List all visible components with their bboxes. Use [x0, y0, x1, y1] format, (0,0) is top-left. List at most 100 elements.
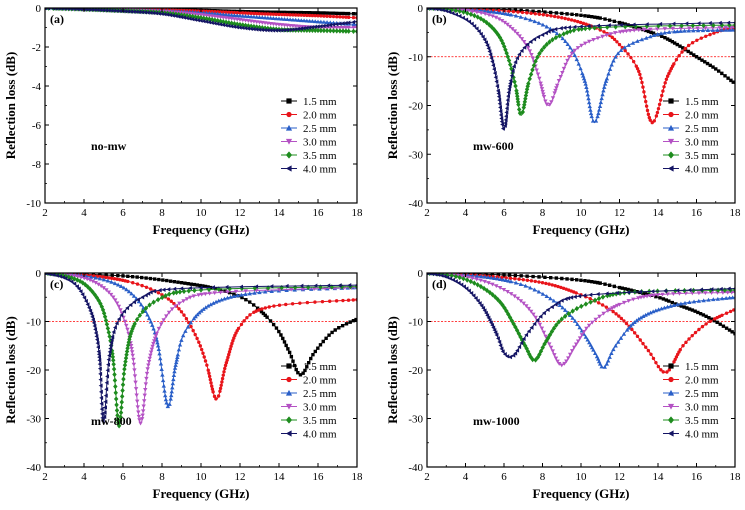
y-tick-label: -30: [408, 149, 423, 161]
series-markers-3.5mm: [427, 273, 735, 363]
y-tick-label: -20: [408, 101, 423, 113]
legend-entry: 2.0 mm: [685, 375, 719, 387]
legend-entry: 2.5 mm: [685, 388, 719, 400]
x-tick-label: 18: [352, 471, 364, 483]
legend-marker: [667, 430, 674, 437]
x-tick-label: 14: [274, 207, 286, 219]
legend-marker: [285, 403, 293, 410]
y-axis-label: Reflection loss (dB): [3, 52, 18, 160]
x-axis-label: Frequency (GHz): [533, 222, 630, 237]
panel-b: 2 4 6 8 10 12 14 16 18 0 -10 -20 -30 -40 Frequency (GH…: [385, 3, 741, 237]
y-tick-label: -8: [32, 159, 42, 171]
x-tick-label: 18: [352, 207, 364, 219]
x-tick-label: 18: [730, 471, 742, 483]
x-tick-label: 4: [463, 207, 469, 219]
series-markers-2.0mm: [427, 8, 735, 125]
series-line-4.0mm: [427, 273, 735, 358]
legend-marker: [285, 389, 293, 396]
series-markers-3.5mm: [427, 8, 735, 116]
x-axis-label: Frequency (GHz): [533, 486, 630, 501]
legend-marker: [285, 138, 293, 145]
x-tick-label: 8: [540, 207, 546, 219]
x-tick-label: 12: [235, 471, 246, 483]
x-tick-label: 6: [501, 207, 507, 219]
legend-marker: [667, 389, 675, 396]
x-tick-label: 12: [235, 207, 246, 219]
legend-entry: 2.5 mm: [303, 388, 337, 400]
legend-entry: 2.0 mm: [685, 110, 719, 122]
y-tick-label: 0: [36, 3, 42, 15]
legend-entry: 2.5 mm: [685, 123, 719, 135]
series-line-3.0mm: [427, 273, 735, 366]
x-tick-label: 14: [653, 207, 665, 219]
panel-d: 2 4 6 8 10 12 14 16 18 0 -10 -20 -30 -40 Frequency (GH…: [385, 268, 741, 501]
legend-marker: [667, 151, 675, 159]
series-markers-4.0mm: [427, 273, 735, 360]
legend-marker: [668, 111, 674, 118]
x-tick-label: 2: [42, 207, 48, 219]
legend-marker: [667, 124, 675, 131]
legend-entry: 4.0 mm: [685, 429, 719, 441]
legend-entry: 2.0 mm: [303, 110, 337, 122]
x-axis-label: Frequency (GHz): [153, 486, 250, 501]
y-tick-label: -10: [408, 52, 423, 64]
legend-marker: [667, 165, 674, 172]
y-tick-label: -20: [26, 365, 41, 377]
legend-entry: 3.5 mm: [685, 150, 719, 162]
legend-entry: 2.5 mm: [303, 123, 337, 135]
x-tick-label: 2: [42, 471, 48, 483]
legend: 1.5 mm 2.0 mm2.5 mm 3.0 mm3.5 mm 4.0 mm: [281, 96, 337, 176]
x-tick-label: 6: [120, 471, 126, 483]
legend: 1.5 mm 2.0 mm2.5 mm 3.0 mm3.5 mm 4.0 mm: [663, 361, 719, 441]
legend-marker: [668, 376, 674, 383]
y-tick-label: -4: [32, 81, 42, 93]
x-tick-label: 16: [313, 471, 325, 483]
x-tick-label: 16: [691, 207, 703, 219]
legend-entry: 2.0 mm: [303, 375, 337, 387]
x-tick-label: 2: [424, 471, 430, 483]
legend: 1.5 mm 2.0 mm2.5 mm 3.0 mm3.5 mm 4.0 mm: [281, 361, 337, 441]
legend-marker: [286, 111, 292, 118]
legend-marker: [285, 151, 293, 159]
y-tick-label: -10: [26, 198, 41, 210]
sample-label: mw-600: [473, 139, 514, 153]
y-tick-label: -40: [26, 462, 41, 474]
series-line-2.5mm: [427, 273, 735, 369]
y-axis-label: Reflection loss (dB): [385, 52, 400, 160]
y-axis-label: Reflection loss (dB): [385, 316, 400, 424]
x-tick-label: 8: [159, 471, 165, 483]
panel-label: (d): [432, 277, 447, 291]
legend-marker: [667, 416, 675, 424]
series-markers-3.0mm: [45, 8, 357, 30]
legend: 1.5 mm 2.0 mm2.5 mm 3.0 mm3.5 mm 4.0 mm: [663, 96, 719, 176]
x-tick-label: 6: [501, 471, 507, 483]
legend-marker: [667, 138, 675, 145]
legend-entry: 3.0 mm: [685, 402, 719, 414]
x-axis-label: Frequency (GHz): [153, 222, 250, 237]
legend-entry: 3.5 mm: [685, 415, 719, 427]
y-axis-label: Reflection loss (dB): [3, 316, 18, 424]
x-tick-label: 18: [730, 207, 742, 219]
x-tick-label: 4: [463, 471, 469, 483]
y-tick-label: -6: [32, 120, 42, 132]
panel-c: 2 4 6 8 10 12 14 16 18 0 -10 -20 -30 -40 Frequency (GH…: [3, 268, 363, 501]
series-markers-3.0mm: [45, 273, 357, 426]
x-tick-label: 10: [196, 471, 208, 483]
sample-label: mw-1000: [473, 414, 520, 428]
x-tick-label: 16: [691, 471, 703, 483]
series-markers-3.5mm: [45, 273, 357, 429]
legend-marker: [285, 124, 293, 131]
y-tick-label: -10: [408, 317, 423, 329]
series-markers-2.0mm: [45, 273, 357, 401]
x-tick-label: 4: [81, 471, 87, 483]
x-tick-label: 6: [120, 207, 126, 219]
series-markers-2.0mm: [427, 273, 735, 374]
legend-marker: [285, 416, 293, 424]
y-tick-label: -10: [26, 317, 41, 329]
sample-label: mw-800: [91, 414, 132, 428]
x-tick-label: 10: [576, 207, 588, 219]
panel-a: 2 4 6 8 10 12 14 16 18 0 -2 -4 -6 -8 -10 Frequency (GHz…: [3, 3, 363, 237]
y-tick-label: 0: [36, 268, 42, 280]
panel-label: (c): [50, 277, 63, 291]
